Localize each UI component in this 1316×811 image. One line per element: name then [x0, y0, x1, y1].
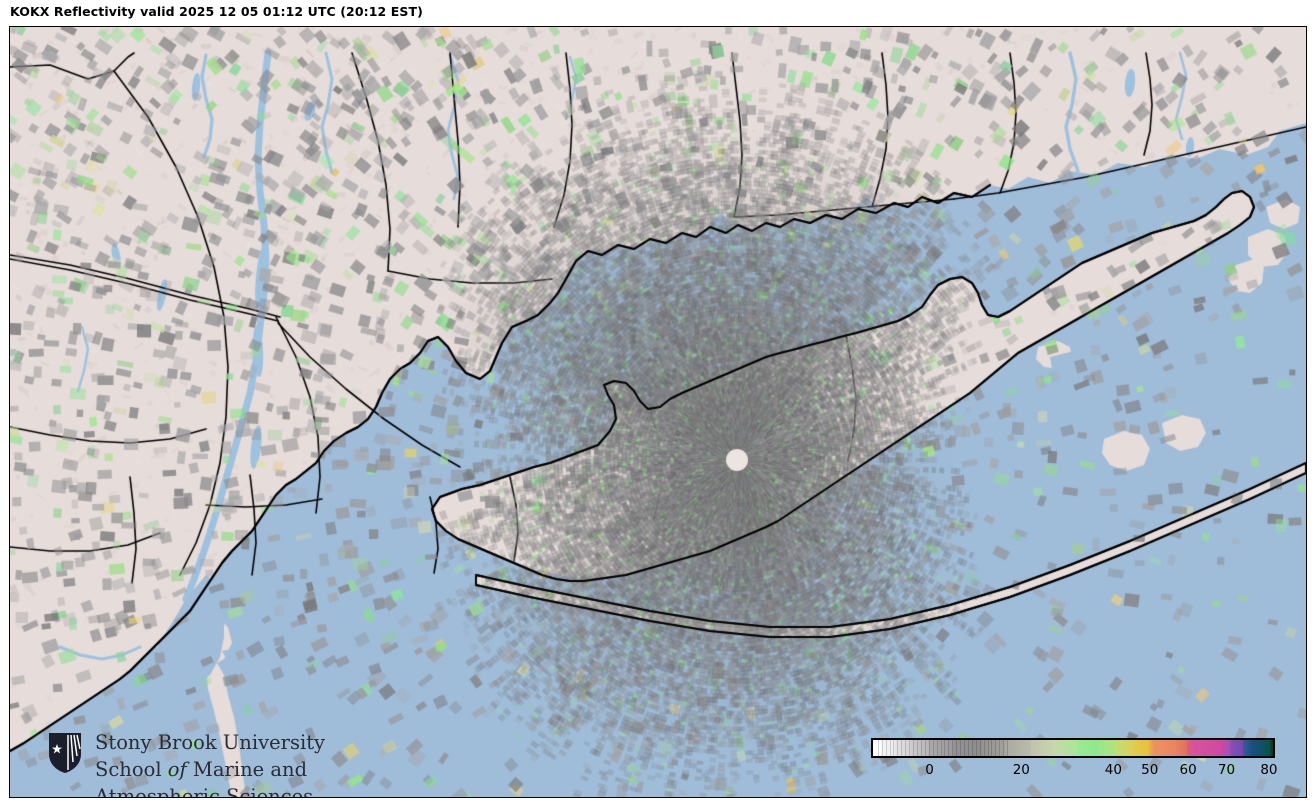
- colorbar-bin-divider: [928, 740, 930, 756]
- colorbar-bin-divider: [940, 740, 942, 756]
- colorbar-bin-divider: [975, 740, 977, 756]
- colorbar-segment: [1005, 740, 1031, 756]
- radar-map-frame[interactable]: 0 20 40 50 60 70 80 Stony Brook University Sch…: [9, 26, 1307, 798]
- colorbar-segment: [911, 740, 929, 756]
- colorbar-bin-divider: [999, 740, 1001, 756]
- colorbar-bin-divider: [960, 740, 961, 756]
- colorbar-bin-divider: [967, 740, 969, 756]
- colorbar-gradient: [873, 740, 1273, 756]
- colorbar-segment: [981, 740, 1005, 756]
- colorbar-segment: [1270, 740, 1273, 756]
- colorbar-bin-divider: [995, 740, 997, 756]
- logo-line-1: Stony Brook University: [95, 731, 326, 754]
- colorbar-segment: [881, 740, 895, 756]
- colorbar-bin-divider: [920, 740, 922, 756]
- colorbar-bin-divider: [893, 740, 895, 756]
- logo-line-2-c: Marine and: [186, 758, 308, 781]
- colorbar-segment: [1243, 740, 1251, 756]
- colorbar-segment: [1187, 740, 1193, 756]
- colorbar-segment: [1077, 740, 1097, 756]
- colorbar-segment: [929, 740, 953, 756]
- colorbar-segment: [1031, 740, 1053, 756]
- colorbar-bin-divider: [932, 740, 934, 756]
- colorbar-tick-70: 70: [1217, 762, 1236, 778]
- colorbar-bin-divider: [1003, 740, 1005, 756]
- colorbar-tick-50: 50: [1141, 762, 1159, 778]
- colorbar-bin-divider: [885, 740, 887, 756]
- colorbar-bin-divider: [909, 740, 911, 756]
- colorbar-segment: [1221, 740, 1231, 756]
- colorbar-bin-divider: [944, 740, 946, 756]
- colorbar-tick-0: 0: [925, 762, 934, 778]
- colorbar-segment: [1149, 740, 1153, 756]
- colorbar-bin-divider: [952, 740, 954, 756]
- colorbar-bin-divider: [991, 740, 993, 756]
- colorbar-bin-divider: [1007, 740, 1009, 756]
- colorbar-segment: [1133, 740, 1149, 756]
- logo-line-2-italic: of: [167, 758, 187, 781]
- colorbar-bin-divider: [917, 740, 918, 756]
- colorbar-bin-divider: [983, 740, 985, 756]
- colorbar-bar: [871, 738, 1275, 758]
- colorbar-bin-divider: [956, 740, 958, 756]
- shield-icon: [49, 733, 81, 773]
- colorbar-bin-divider: [979, 740, 981, 756]
- logo-text: Stony Brook University School of Marine …: [95, 729, 326, 798]
- logo-line-3: Atmospheric Sciences: [95, 785, 314, 798]
- colorbar-segment: [1177, 740, 1187, 756]
- colorbar-segment: [1153, 740, 1177, 756]
- colorbar-bin-divider: [889, 740, 891, 756]
- colorbar-segment: [1251, 740, 1263, 756]
- colorbar-segment: [1097, 740, 1115, 756]
- logo-line-2-a: School: [95, 758, 168, 781]
- colorbar-tick-60: 60: [1179, 762, 1197, 778]
- colorbar-segment: [1053, 740, 1077, 756]
- colorbar-bin-divider: [987, 740, 989, 756]
- colorbar-bin-divider: [971, 740, 973, 756]
- colorbar-segment: [1115, 740, 1133, 756]
- colorbar-segment: [1230, 740, 1243, 756]
- colorbar-tick-40: 40: [1104, 762, 1122, 778]
- colorbar-segment: [1193, 740, 1221, 756]
- colorbar-bin-divider: [901, 740, 903, 756]
- colorbar-segment: [895, 740, 911, 756]
- colorbar-segment: [953, 740, 981, 756]
- radar-reflectivity-map[interactable]: [10, 27, 1306, 797]
- institution-logo: Stony Brook University School of Marine …: [48, 729, 325, 797]
- colorbar-segment: [873, 740, 881, 756]
- colorbar-bin-divider: [913, 740, 914, 756]
- colorbar-bin-divider: [897, 740, 899, 756]
- page-title: KOKX Reflectivity valid 2025 12 05 01:12…: [10, 4, 423, 19]
- colorbar-bin-divider: [964, 740, 965, 756]
- logo-line-2: School of Marine and: [95, 756, 325, 783]
- colorbar-bin-divider: [936, 740, 938, 756]
- colorbar-bin-divider: [948, 740, 950, 756]
- colorbar-bin-divider: [905, 740, 907, 756]
- colorbar-bin-divider: [924, 740, 926, 756]
- colorbar-segment: [1263, 740, 1271, 756]
- colorbar-tick-80: 80: [1260, 762, 1278, 778]
- title-bar: KOKX Reflectivity valid 2025 12 05 01:12…: [0, 0, 1316, 26]
- colorbar-bin-divider: [881, 740, 883, 756]
- colorbar-bin-divider: [877, 740, 879, 756]
- colorbar-tick-20: 20: [1012, 762, 1030, 778]
- reflectivity-colorbar: 0 20 40 50 60 70 80: [871, 738, 1283, 793]
